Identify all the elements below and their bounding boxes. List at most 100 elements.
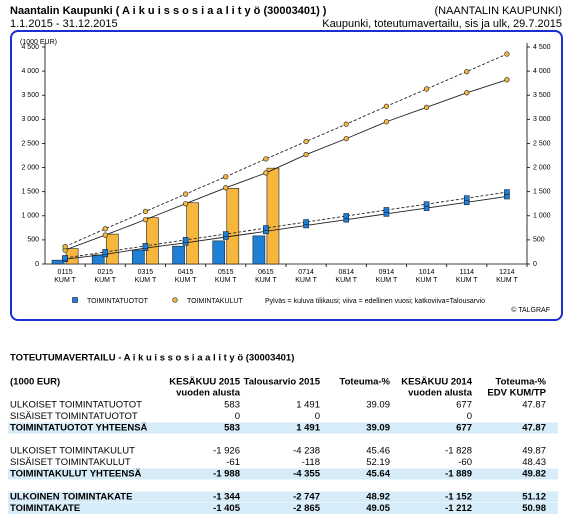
row-label: SISÄISET TOIMINTAKULUT xyxy=(10,457,131,468)
header-title: Naantalin Kaupunki ( A i k u i s s o s i… xyxy=(10,5,327,17)
y-tick-label: 1 000 xyxy=(21,213,39,220)
row-highlight xyxy=(8,503,558,514)
bar xyxy=(105,233,119,265)
cell: 583 xyxy=(224,400,240,411)
header-organisation: (NAANTALIN KAUPUNKI) xyxy=(434,5,562,17)
line xyxy=(65,191,507,259)
cell: -1 926 xyxy=(213,446,240,457)
line-marker xyxy=(504,51,510,57)
bar xyxy=(212,240,226,265)
line-marker xyxy=(343,135,349,142)
cell: -1 405 xyxy=(213,503,241,514)
line-marker xyxy=(62,255,68,261)
x-tick-label: 0714 xyxy=(298,269,314,276)
line-marker xyxy=(263,170,269,176)
cell: 47.87 xyxy=(522,423,546,434)
cell: 677 xyxy=(456,423,472,434)
x-tick-label: 0415 xyxy=(178,269,194,276)
cell: 49.82 xyxy=(522,469,546,480)
row-label: TOIMINTAKATE xyxy=(10,503,80,514)
bar xyxy=(226,187,240,265)
line-marker xyxy=(263,156,269,162)
line-marker xyxy=(62,243,68,250)
line-marker xyxy=(182,201,189,207)
table-title: TOTEUTUMAVERTAILU - A i k u i s s o s i … xyxy=(10,353,294,364)
x-tick-sublabel: KUM T xyxy=(54,277,76,284)
y-tick-label: 500 xyxy=(27,237,39,244)
legend-swatch xyxy=(172,297,178,303)
x-tick-label: 1014 xyxy=(419,269,435,276)
cell: -1 828 xyxy=(445,446,472,457)
line-marker xyxy=(142,243,149,249)
x-tick-sublabel: KUM T xyxy=(456,277,478,284)
cell: -1 344 xyxy=(213,492,241,503)
row-label: SISÄISET TOIMINTATUOTOT xyxy=(10,411,138,422)
legend-label: TOIMINTATUOTOT xyxy=(87,298,149,305)
x-tick-label: 0914 xyxy=(379,269,395,276)
row-label: ULKOISET TOIMINTAKULUT xyxy=(10,446,135,457)
cell: 48.92 xyxy=(366,492,390,503)
row-highlight xyxy=(8,491,558,503)
cell: 0 xyxy=(235,411,240,422)
cell: 47.87 xyxy=(522,400,546,411)
line-marker xyxy=(142,216,149,223)
line-marker xyxy=(142,208,149,215)
line-marker xyxy=(464,68,470,75)
line-marker xyxy=(182,237,189,243)
cell: 45.46 xyxy=(366,446,390,457)
cell: 1 491 xyxy=(296,423,320,434)
line-marker xyxy=(423,104,430,110)
line-marker xyxy=(263,225,269,231)
line-marker xyxy=(102,226,108,232)
cell: -61 xyxy=(226,457,240,468)
line-marker xyxy=(423,201,430,208)
bar xyxy=(91,254,105,265)
line-marker xyxy=(223,174,229,180)
row-label: TOIMINTATUOTOT YHTEENSÄ xyxy=(10,423,148,434)
column-header: KESÄKUU 2015 xyxy=(169,377,240,388)
line xyxy=(64,79,508,251)
chart-credit: © TALGRAF xyxy=(511,306,550,314)
cell: -1 212 xyxy=(445,503,472,514)
legend-label: TOIMINTAKULUT xyxy=(187,298,243,305)
y2-tick-label: 2 000 xyxy=(533,164,551,171)
bar xyxy=(186,202,199,265)
cell: 39.09 xyxy=(366,423,390,434)
row-label: ULKOISET TOIMINTATUOTOT xyxy=(10,400,142,411)
x-tick-sublabel: KUM T xyxy=(295,277,317,284)
bar xyxy=(266,167,280,265)
line xyxy=(65,196,507,260)
cell: 49.87 xyxy=(522,446,546,457)
bar xyxy=(252,235,266,265)
x-tick-sublabel: KUM T xyxy=(215,277,237,284)
x-tick-label: 0814 xyxy=(338,269,354,276)
x-tick-label: 0315 xyxy=(138,269,154,276)
legend-swatch xyxy=(72,297,78,303)
cell: 49.05 xyxy=(366,503,390,514)
y2-tick-label: 0 xyxy=(533,261,537,268)
cell: -1 988 xyxy=(213,469,240,480)
line-marker xyxy=(463,195,470,201)
cell: 1 491 xyxy=(296,400,320,411)
column-header: Talousarvio 2015 xyxy=(244,377,321,388)
y-tick-label: 4 000 xyxy=(21,68,39,75)
cell: 39.09 xyxy=(366,400,390,411)
row-label: ULKOINEN TOIMINTAKATE xyxy=(10,492,132,503)
bar xyxy=(51,259,65,265)
line-marker xyxy=(383,119,390,125)
cell: -2 747 xyxy=(293,492,320,503)
x-tick-sublabel: KUM T xyxy=(496,277,518,284)
cell: 0 xyxy=(467,411,472,422)
x-tick-label: 0215 xyxy=(97,269,113,276)
column-header: KESÄKUU 2014 xyxy=(401,377,472,388)
x-tick-sublabel: KUM T xyxy=(175,277,197,284)
y-axis-label: (1000 EUR) xyxy=(20,39,57,46)
cell: 45.64 xyxy=(366,469,390,480)
x-tick-sublabel: KUM T xyxy=(255,277,277,284)
cell: 48.43 xyxy=(522,457,546,468)
x-tick-sublabel: KUM T xyxy=(94,277,116,284)
y-tick-label: 4 500 xyxy=(21,44,39,51)
line-marker xyxy=(223,185,229,191)
cell: -60 xyxy=(458,457,472,468)
x-tick-label: 1214 xyxy=(499,269,515,276)
